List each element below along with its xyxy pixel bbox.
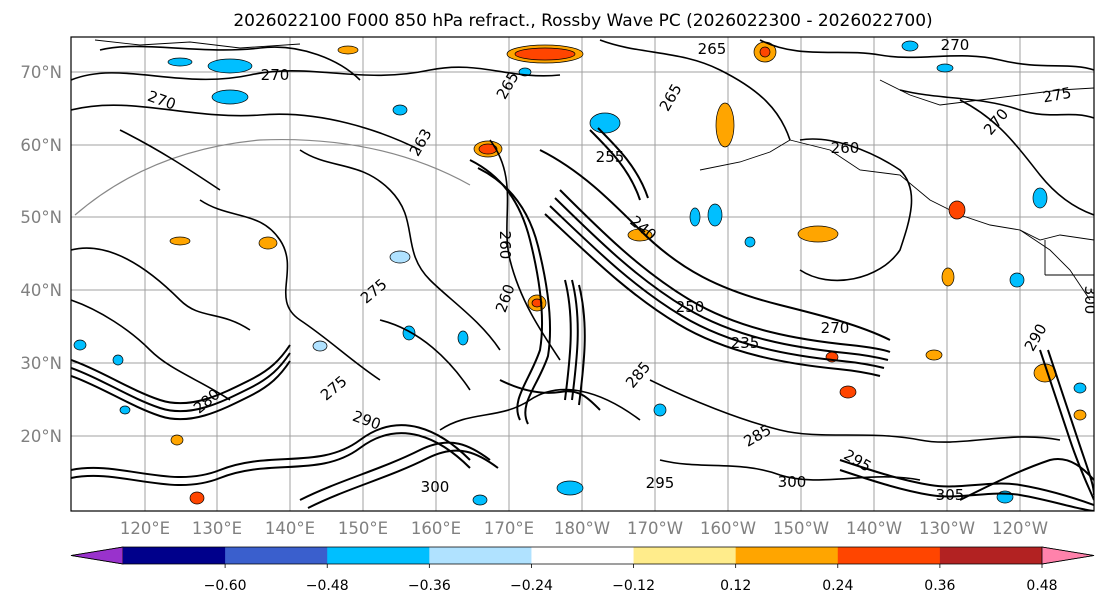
contour-label: 305 <box>936 486 965 504</box>
contour-label: 265 <box>698 40 727 58</box>
colorbar-extend-min <box>70 546 124 565</box>
colorbar-bin <box>327 547 430 564</box>
anomaly-shading <box>73 40 1087 506</box>
colorbar-bin <box>633 547 737 564</box>
contour-label: 250 <box>676 298 705 316</box>
lat-label: 50°N <box>20 208 62 227</box>
colorbar-bin <box>123 547 226 564</box>
lat-label: 70°N <box>20 63 62 82</box>
lon-label: 120°E <box>120 519 170 538</box>
lon-label: 140°E <box>265 519 315 538</box>
colorbar-tick-label: 0.36 <box>924 578 955 594</box>
colorbar-frame <box>70 546 1095 565</box>
lat-label: 20°N <box>20 427 62 446</box>
figure-title: 2026022100 F000 850 hPa refract., Rossby… <box>233 11 932 31</box>
colorbar-extend-max <box>1041 546 1095 565</box>
colorbar-tick-label: 0.24 <box>822 578 853 594</box>
map-panel: 270 270 265 270 275 270 265 263 260 260 … <box>70 36 1099 512</box>
colorbar-bin <box>225 547 328 564</box>
colorbar-tick-label: 0.48 <box>1026 578 1057 594</box>
colorbar-tick-label: −0.60 <box>204 578 247 594</box>
lon-label: 130°E <box>192 519 242 538</box>
contour-label: 235 <box>731 334 760 352</box>
latitude-labels: 70°N 60°N 50°N 40°N 30°N 20°N <box>20 63 62 446</box>
lon-label: 170°W <box>627 519 683 538</box>
contour-label: 295 <box>646 474 675 492</box>
contour-label: 270 <box>261 66 290 84</box>
lat-label: 40°N <box>20 281 62 300</box>
contour-label: 275 <box>1041 84 1072 107</box>
colorbar-bin <box>531 547 635 564</box>
colorbar-ticks: −0.60 −0.48 −0.36 −0.24 −0.12 0.12 0.24 0.36 0.4… <box>204 564 1058 594</box>
lon-label: 170°E <box>484 519 534 538</box>
lon-label: 180°W <box>554 519 610 538</box>
contour-label: 260 <box>496 231 514 260</box>
colorbar-bin <box>429 547 532 564</box>
contour-label: 260 <box>831 139 860 157</box>
contour-label: 270 <box>821 319 850 337</box>
lon-label: 120°W <box>992 519 1048 538</box>
colorbar-tick-label: −0.48 <box>306 578 349 594</box>
lat-label: 60°N <box>20 136 62 155</box>
lon-label: 150°W <box>773 519 829 538</box>
colorbar-tick-label: −0.12 <box>612 578 655 594</box>
lon-label: 150°E <box>338 519 388 538</box>
colorbar-bin <box>735 547 839 564</box>
colorbar-bin <box>837 547 941 564</box>
colorbar-tick-label: −0.36 <box>408 578 451 594</box>
graticule <box>71 37 1094 511</box>
lon-label: 130°W <box>919 519 975 538</box>
contour-label: 300 <box>1081 286 1099 315</box>
colorbar-bin <box>939 547 1043 564</box>
contour-label: 300 <box>778 473 807 491</box>
colorbar <box>70 546 1095 565</box>
colorbar-tick-label: −0.24 <box>510 578 553 594</box>
lon-label: 160°W <box>700 519 756 538</box>
lat-label: 30°N <box>20 354 62 373</box>
contour-label: 300 <box>421 478 450 496</box>
map-frame <box>70 36 1095 512</box>
longitude-labels: 120°E 130°E 140°E 150°E 160°E 170°E 180°… <box>120 519 1048 538</box>
contour-label: 255 <box>596 148 625 166</box>
lon-label: 140°W <box>846 519 902 538</box>
colorbar-tick-label: 0.12 <box>720 578 751 594</box>
refractivity-contours <box>71 39 1094 511</box>
lon-label: 160°E <box>411 519 461 538</box>
contour-label: 270 <box>941 36 970 54</box>
